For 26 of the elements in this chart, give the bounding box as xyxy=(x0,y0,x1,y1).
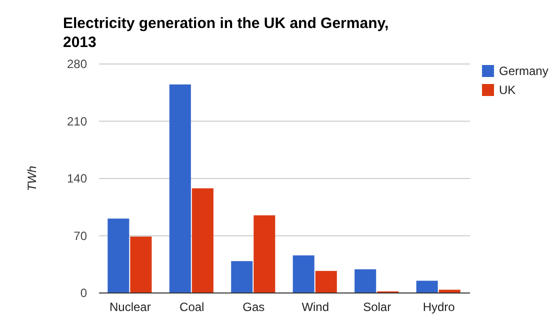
x-tick-label: Wind xyxy=(302,300,330,314)
chart-title: Electricity generation in the UK and Germany, 2013 xyxy=(63,15,389,51)
y-tick-label: 280 xyxy=(66,57,88,72)
y-tick-label: 210 xyxy=(66,114,88,128)
y-tick-label: 70 xyxy=(74,228,88,243)
bar xyxy=(192,188,214,293)
bar xyxy=(231,261,253,293)
bar xyxy=(254,215,276,293)
legend-label: Germany xyxy=(499,64,548,78)
bar xyxy=(292,255,314,293)
bar xyxy=(169,84,191,293)
x-tick-label: Coal xyxy=(180,300,204,314)
y-axis-title: TWh xyxy=(25,166,39,192)
bar xyxy=(354,269,376,293)
y-tick-label: 0 xyxy=(80,286,88,300)
bar xyxy=(108,218,130,293)
bar xyxy=(315,270,337,293)
x-tick-label: Solar xyxy=(363,300,392,314)
legend-label: UK xyxy=(499,83,516,98)
bar xyxy=(438,290,460,293)
x-tick-label: Gas xyxy=(242,300,265,314)
x-tick-label: Hydro xyxy=(422,300,456,314)
bar xyxy=(416,280,438,293)
y-tick-label: 140 xyxy=(66,172,88,186)
x-tick-label: Nuclear xyxy=(109,300,151,314)
bar xyxy=(130,236,152,293)
